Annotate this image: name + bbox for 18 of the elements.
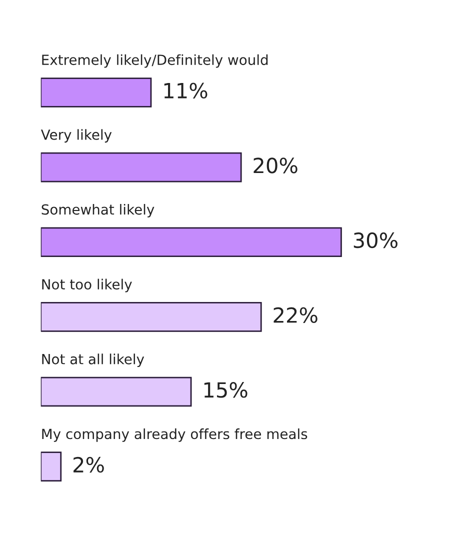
data-label: 20% [254,158,298,174]
data-label: 2% [74,456,104,473]
bar [40,152,242,182]
bar [40,302,262,332]
y-tick-label: Somewhat likely [42,204,154,218]
bar [40,227,342,258]
data-label: 15% [204,382,248,398]
bar [40,78,152,108]
y-tick-label: Not too likely [42,278,132,292]
bar [40,452,62,482]
y-tick-label: My company already offers free meals [42,428,308,442]
data-label: 30% [354,232,398,248]
bar [40,376,192,407]
data-label: 11% [164,82,208,99]
y-tick-label: Extremely likely/Definitely would [42,54,268,68]
data-label: 22% [274,307,318,323]
y-tick-label: Not at all likely [42,354,144,368]
y-tick-label: Very likely [40,129,112,143]
